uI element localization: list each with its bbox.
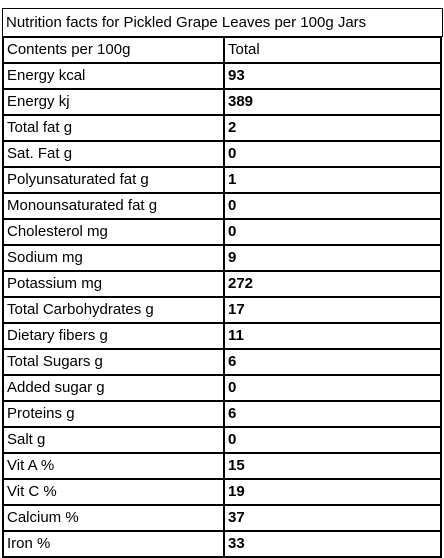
- table-row: Energy kcal 93: [3, 63, 441, 89]
- nutrient-value: 37: [224, 505, 441, 531]
- table-title: Nutrition facts for Pickled Grape Leaves…: [2, 8, 443, 37]
- table-row: Iron % 33: [3, 531, 441, 557]
- nutrient-value: 93: [224, 63, 441, 89]
- nutrient-value: 33: [224, 531, 441, 557]
- table-body: Contents per 100g Total Energy kcal 93 Energ…: [3, 37, 441, 557]
- nutrient-label: Calcium %: [3, 505, 224, 531]
- nutrient-value: 2: [224, 115, 441, 141]
- nutrient-value: 15: [224, 453, 441, 479]
- table-row: Potassium mg 272: [3, 271, 441, 297]
- nutrient-value: 17: [224, 297, 441, 323]
- nutrient-label: Salt g: [3, 427, 224, 453]
- nutrient-label: Iron %: [3, 531, 224, 557]
- nutrient-label: Energy kj: [3, 89, 224, 115]
- table-row: Vit C % 19: [3, 479, 441, 505]
- nutrient-label: Cholesterol mg: [3, 219, 224, 245]
- nutrition-table: Contents per 100g Total Energy kcal 93 Energ…: [2, 36, 442, 558]
- nutrient-label: Potassium mg: [3, 271, 224, 297]
- header-cell: Total: [224, 37, 441, 63]
- nutrient-value: 0: [224, 193, 441, 219]
- nutrient-label: Added sugar g: [3, 375, 224, 401]
- table-row: Calcium % 37: [3, 505, 441, 531]
- nutrient-label: Total Sugars g: [3, 349, 224, 375]
- nutrient-label: Sodium mg: [3, 245, 224, 271]
- nutrient-value: 0: [224, 141, 441, 167]
- nutrient-value: 389: [224, 89, 441, 115]
- table-row: Sodium mg 9: [3, 245, 441, 271]
- nutrient-label: Sat. Fat g: [3, 141, 224, 167]
- nutrient-value: 11: [224, 323, 441, 349]
- table-row: Cholesterol mg 0: [3, 219, 441, 245]
- nutrient-label: Dietary fibers g: [3, 323, 224, 349]
- table-row: Vit A % 15: [3, 453, 441, 479]
- nutrient-value: 19: [224, 479, 441, 505]
- nutrient-value: 0: [224, 427, 441, 453]
- nutrient-value: 1: [224, 167, 441, 193]
- nutrient-label: Proteins g: [3, 401, 224, 427]
- nutrient-value: 6: [224, 349, 441, 375]
- header-cell: Contents per 100g: [3, 37, 224, 63]
- table-row: Total Carbohydrates g 17: [3, 297, 441, 323]
- nutrient-label: Total fat g: [3, 115, 224, 141]
- nutrient-value: 0: [224, 375, 441, 401]
- header-row: Contents per 100g Total: [3, 37, 441, 63]
- nutrient-label: Vit A %: [3, 453, 224, 479]
- nutrient-label: Vit C %: [3, 479, 224, 505]
- nutrient-value: 272: [224, 271, 441, 297]
- nutrient-value: 0: [224, 219, 441, 245]
- nutrient-label: Monounsaturated fat g: [3, 193, 224, 219]
- nutrient-label: Polyunsaturated fat g: [3, 167, 224, 193]
- nutrient-value: 6: [224, 401, 441, 427]
- nutrient-label: Total Carbohydrates g: [3, 297, 224, 323]
- table-row: Dietary fibers g 11: [3, 323, 441, 349]
- nutrient-label: Energy kcal: [3, 63, 224, 89]
- nutrient-value: 9: [224, 245, 441, 271]
- table-row: Energy kj 389: [3, 89, 441, 115]
